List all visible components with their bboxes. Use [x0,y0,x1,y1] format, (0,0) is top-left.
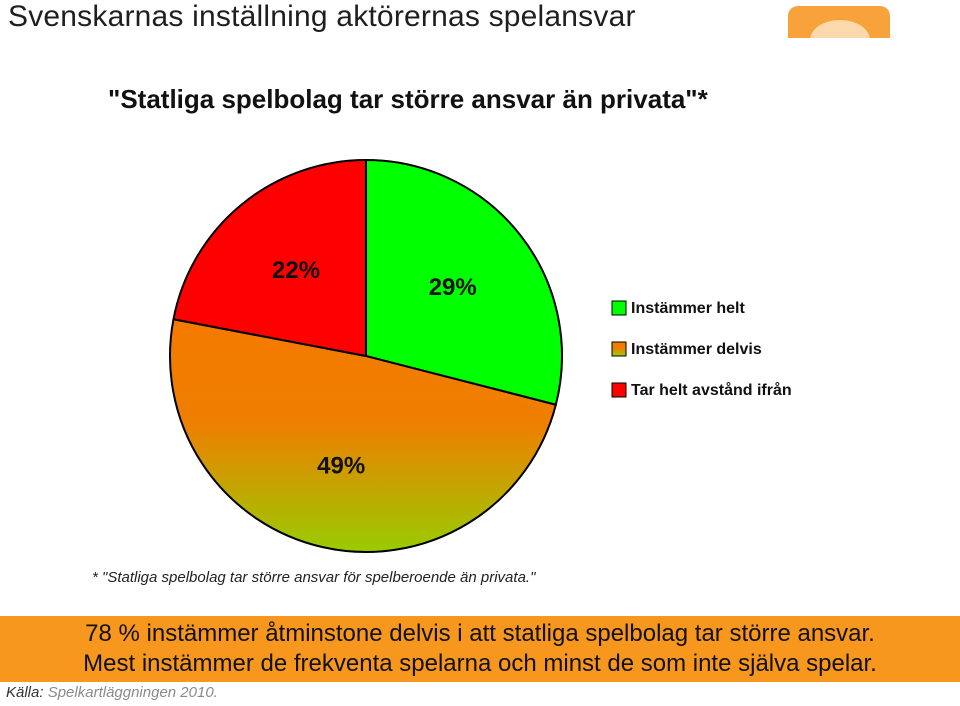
logo-highlight [810,20,870,38]
source: Källa: Spelkartläggningen 2010. [6,684,218,701]
label-22-percent: 22% [272,257,320,284]
legend-item-instammer-helt-swatch [611,300,627,316]
slice-instammer-helt [365,159,563,406]
slice-instammer-delvis [169,318,557,553]
label-29-percent: 29% [429,274,477,301]
source-value: Spelkartläggningen 2010. [47,684,218,701]
summary-line-2: Mest instämmer de frekventa spelarna och… [83,650,877,677]
legend-item-instammer-helt-label: Instämmer helt [631,300,745,317]
summary-box: 78 % instämmer åtminstone delvis i att s… [0,616,960,682]
slice-tar-helt-avstand [172,159,367,357]
summary-line-1: 78 % instämmer åtminstone delvis i att s… [85,620,875,647]
label-49-percent: 49% [317,452,365,479]
legend-item-tar-helt-avstand-swatch [611,382,627,398]
logo [788,6,890,38]
footnote: * "Statliga spelbolag tar större ansvar … [92,569,536,586]
legend-item-instammer-delvis-swatch [611,341,627,357]
legend-item-tar-helt-avstand-label: Tar helt avstånd ifrån [631,381,792,399]
chart-title: "Statliga spelbolag tar större ansvar än… [108,84,709,114]
source-label: Källa: [6,684,44,701]
legend-item-instammer-delvis-label: Instämmer delvis [631,341,762,358]
slide-title: Svenskarnas inställning aktörernas spela… [8,0,636,33]
